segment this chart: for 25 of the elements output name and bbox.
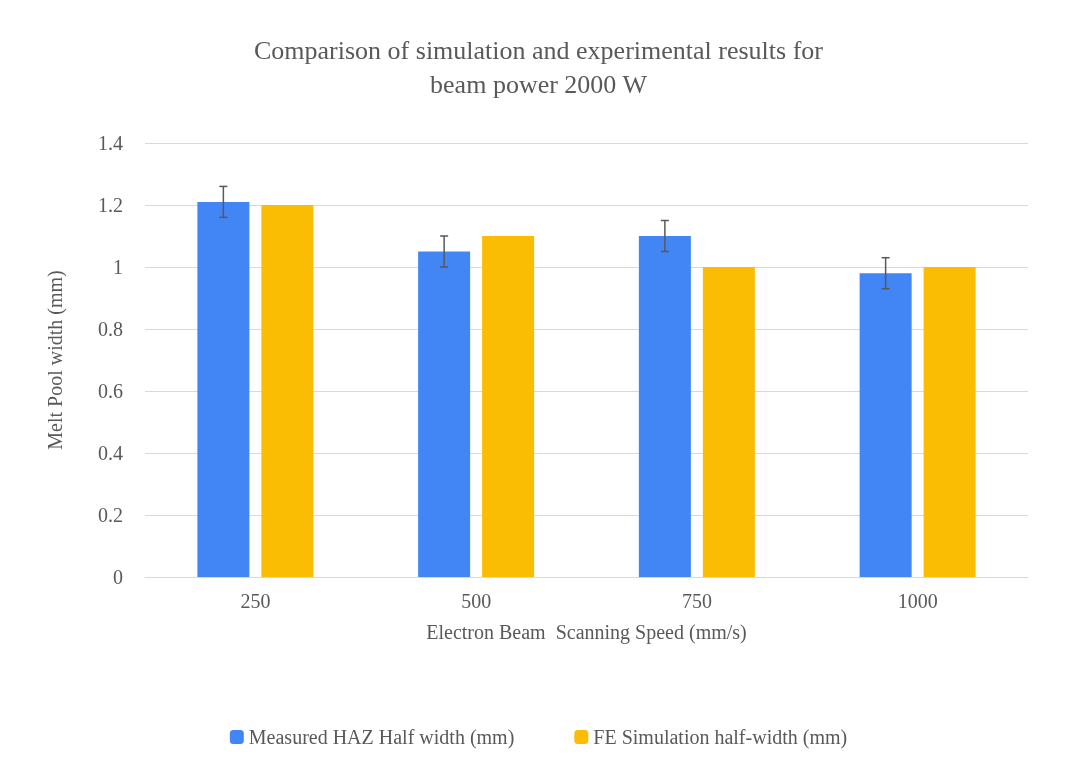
y-tick-label: 0.8: [98, 318, 123, 340]
x-axis-title: Electron Beam Scanning Speed (mm/s): [426, 621, 747, 644]
y-tick-label: 0: [113, 566, 123, 588]
legend-label: Measured HAZ Half width (mm): [248, 726, 515, 749]
y-tick-label: 1.2: [98, 194, 123, 216]
y-tick-label: 0.6: [98, 380, 123, 402]
y-tick-label: 0.4: [98, 442, 123, 464]
y-tick-label: 1: [113, 256, 123, 278]
bar: [638, 236, 691, 577]
bar: [859, 273, 912, 577]
legend-label: FE Simulation half-width (mm): [593, 726, 848, 749]
bar: [261, 205, 314, 577]
y-axis-title: Melt Pool width (mm): [44, 270, 67, 450]
x-tick-label: 1000: [897, 590, 938, 612]
chart-title: Comparison of simulation and experimental results for beam power 2000 W: [254, 35, 824, 99]
y-tick-label: 1.4: [98, 132, 123, 154]
x-tick-label: 750: [681, 590, 712, 612]
x-tick-label: 500: [461, 590, 492, 612]
bar: [197, 201, 250, 577]
bar: [923, 267, 976, 577]
y-tick-label: 0.2: [98, 504, 123, 526]
x-tick-label: 250: [240, 590, 271, 612]
bar: [702, 267, 755, 577]
bar: [482, 236, 535, 577]
bar: [418, 251, 471, 577]
